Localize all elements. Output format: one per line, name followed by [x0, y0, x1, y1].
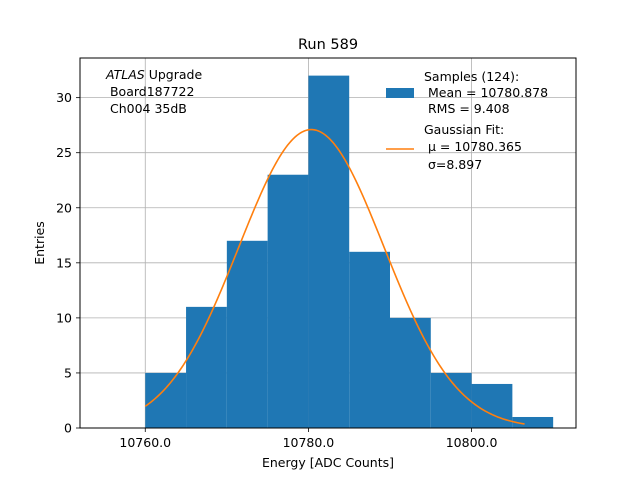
- gaussian-fit-curve: [144, 128, 525, 425]
- annotation-atlas-italic: ATLAS: [105, 67, 145, 82]
- plot-frame: [79, 57, 577, 429]
- x-tick-label: 10800.0: [446, 435, 498, 450]
- chart-title: Run 589: [298, 37, 358, 53]
- gaussian-fit: [144, 128, 525, 425]
- x-tick-label: 10760.0: [119, 435, 171, 450]
- histogram-bar: [308, 75, 350, 428]
- x-tick-label: 10780.0: [283, 435, 335, 450]
- y-tick-label: 20: [56, 200, 72, 215]
- y-tick-label: 30: [56, 90, 72, 105]
- y-tick-label: 15: [56, 255, 72, 270]
- y-tick-label: 5: [64, 365, 72, 380]
- legend-samples-swatch: [386, 88, 414, 98]
- legend-fit-mu: μ = 10780.365: [424, 139, 522, 154]
- histogram-bars: [145, 75, 554, 428]
- histogram-bar: [349, 251, 390, 428]
- histogram-bar: [186, 306, 227, 428]
- x-axis: 10760.0 10780.0 10800.0: [119, 428, 497, 450]
- annotation-upgrade: Upgrade: [145, 67, 203, 82]
- x-axis-label: Energy [ADC Counts]: [262, 455, 394, 470]
- annotation-line-1: ATLAS Upgrade: [105, 67, 202, 82]
- histogram-bar: [512, 416, 554, 428]
- histogram-bar: [145, 372, 187, 428]
- histogram-bar: [267, 174, 309, 428]
- legend-fit-title: Gaussian Fit:: [424, 122, 504, 137]
- y-axis: 0 5 10 15 20 25 30: [56, 90, 80, 436]
- y-tick-label: 0: [64, 421, 72, 436]
- histogram-bar: [226, 240, 268, 428]
- atlas-annotation: ATLAS Upgrade Board187722 Ch004 35dB: [105, 67, 202, 116]
- annotation-channel: Ch004 35dB: [106, 101, 187, 116]
- legend-samples-rms: RMS = 9.408: [424, 101, 510, 116]
- legend-samples-mean: Mean = 10780.878: [424, 85, 548, 100]
- y-tick-label: 10: [56, 310, 72, 325]
- legend: Samples (124): Mean = 10780.878 RMS = 9.…: [386, 69, 548, 172]
- legend-fit-sigma: σ=8.897: [424, 157, 482, 172]
- y-tick-label: 25: [56, 145, 72, 160]
- annotation-board: Board187722: [106, 84, 194, 99]
- legend-samples-title: Samples (124):: [424, 69, 519, 84]
- histogram-bar: [390, 317, 431, 428]
- y-axis-label: Entries: [32, 221, 47, 265]
